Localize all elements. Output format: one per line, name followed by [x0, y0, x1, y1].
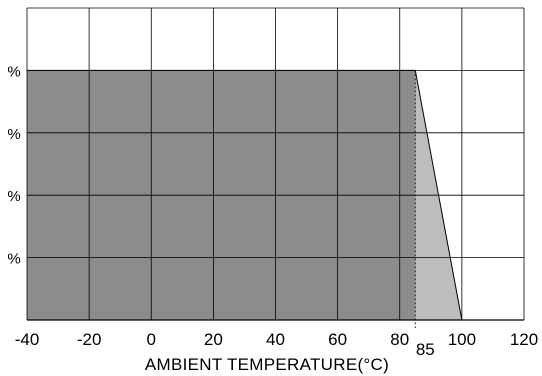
x-tick-label-5: 60 [328, 330, 347, 349]
x-axis-title: AMBIENT TEMPERATURE(°C) [145, 355, 389, 374]
y-tick-fragment-1: % [7, 126, 20, 143]
y-tick-fragment-2: % [7, 188, 20, 205]
marker-lines: 85 [414, 70, 435, 359]
x-tick-labels: -40 -20 0 20 40 60 80 100 120 [15, 330, 538, 349]
x-tick-label-2: 0 [147, 330, 156, 349]
x-tick-label-1: -20 [77, 330, 102, 349]
marker-label-0: 85 [416, 340, 435, 359]
grid-lines [26, 7, 525, 321]
x-tick-label-4: 40 [266, 330, 285, 349]
x-tick-label-3: 20 [204, 330, 223, 349]
x-tick-label-7: 100 [448, 330, 476, 349]
x-tick-label-6: 80 [390, 330, 409, 349]
y-tick-fragment-3: % [7, 251, 20, 268]
y-tick-fragments: %%%% [7, 63, 20, 267]
x-tick-label-8: 120 [510, 330, 538, 349]
x-tick-label-0: -40 [15, 330, 40, 349]
y-tick-fragment-0: % [7, 63, 20, 80]
